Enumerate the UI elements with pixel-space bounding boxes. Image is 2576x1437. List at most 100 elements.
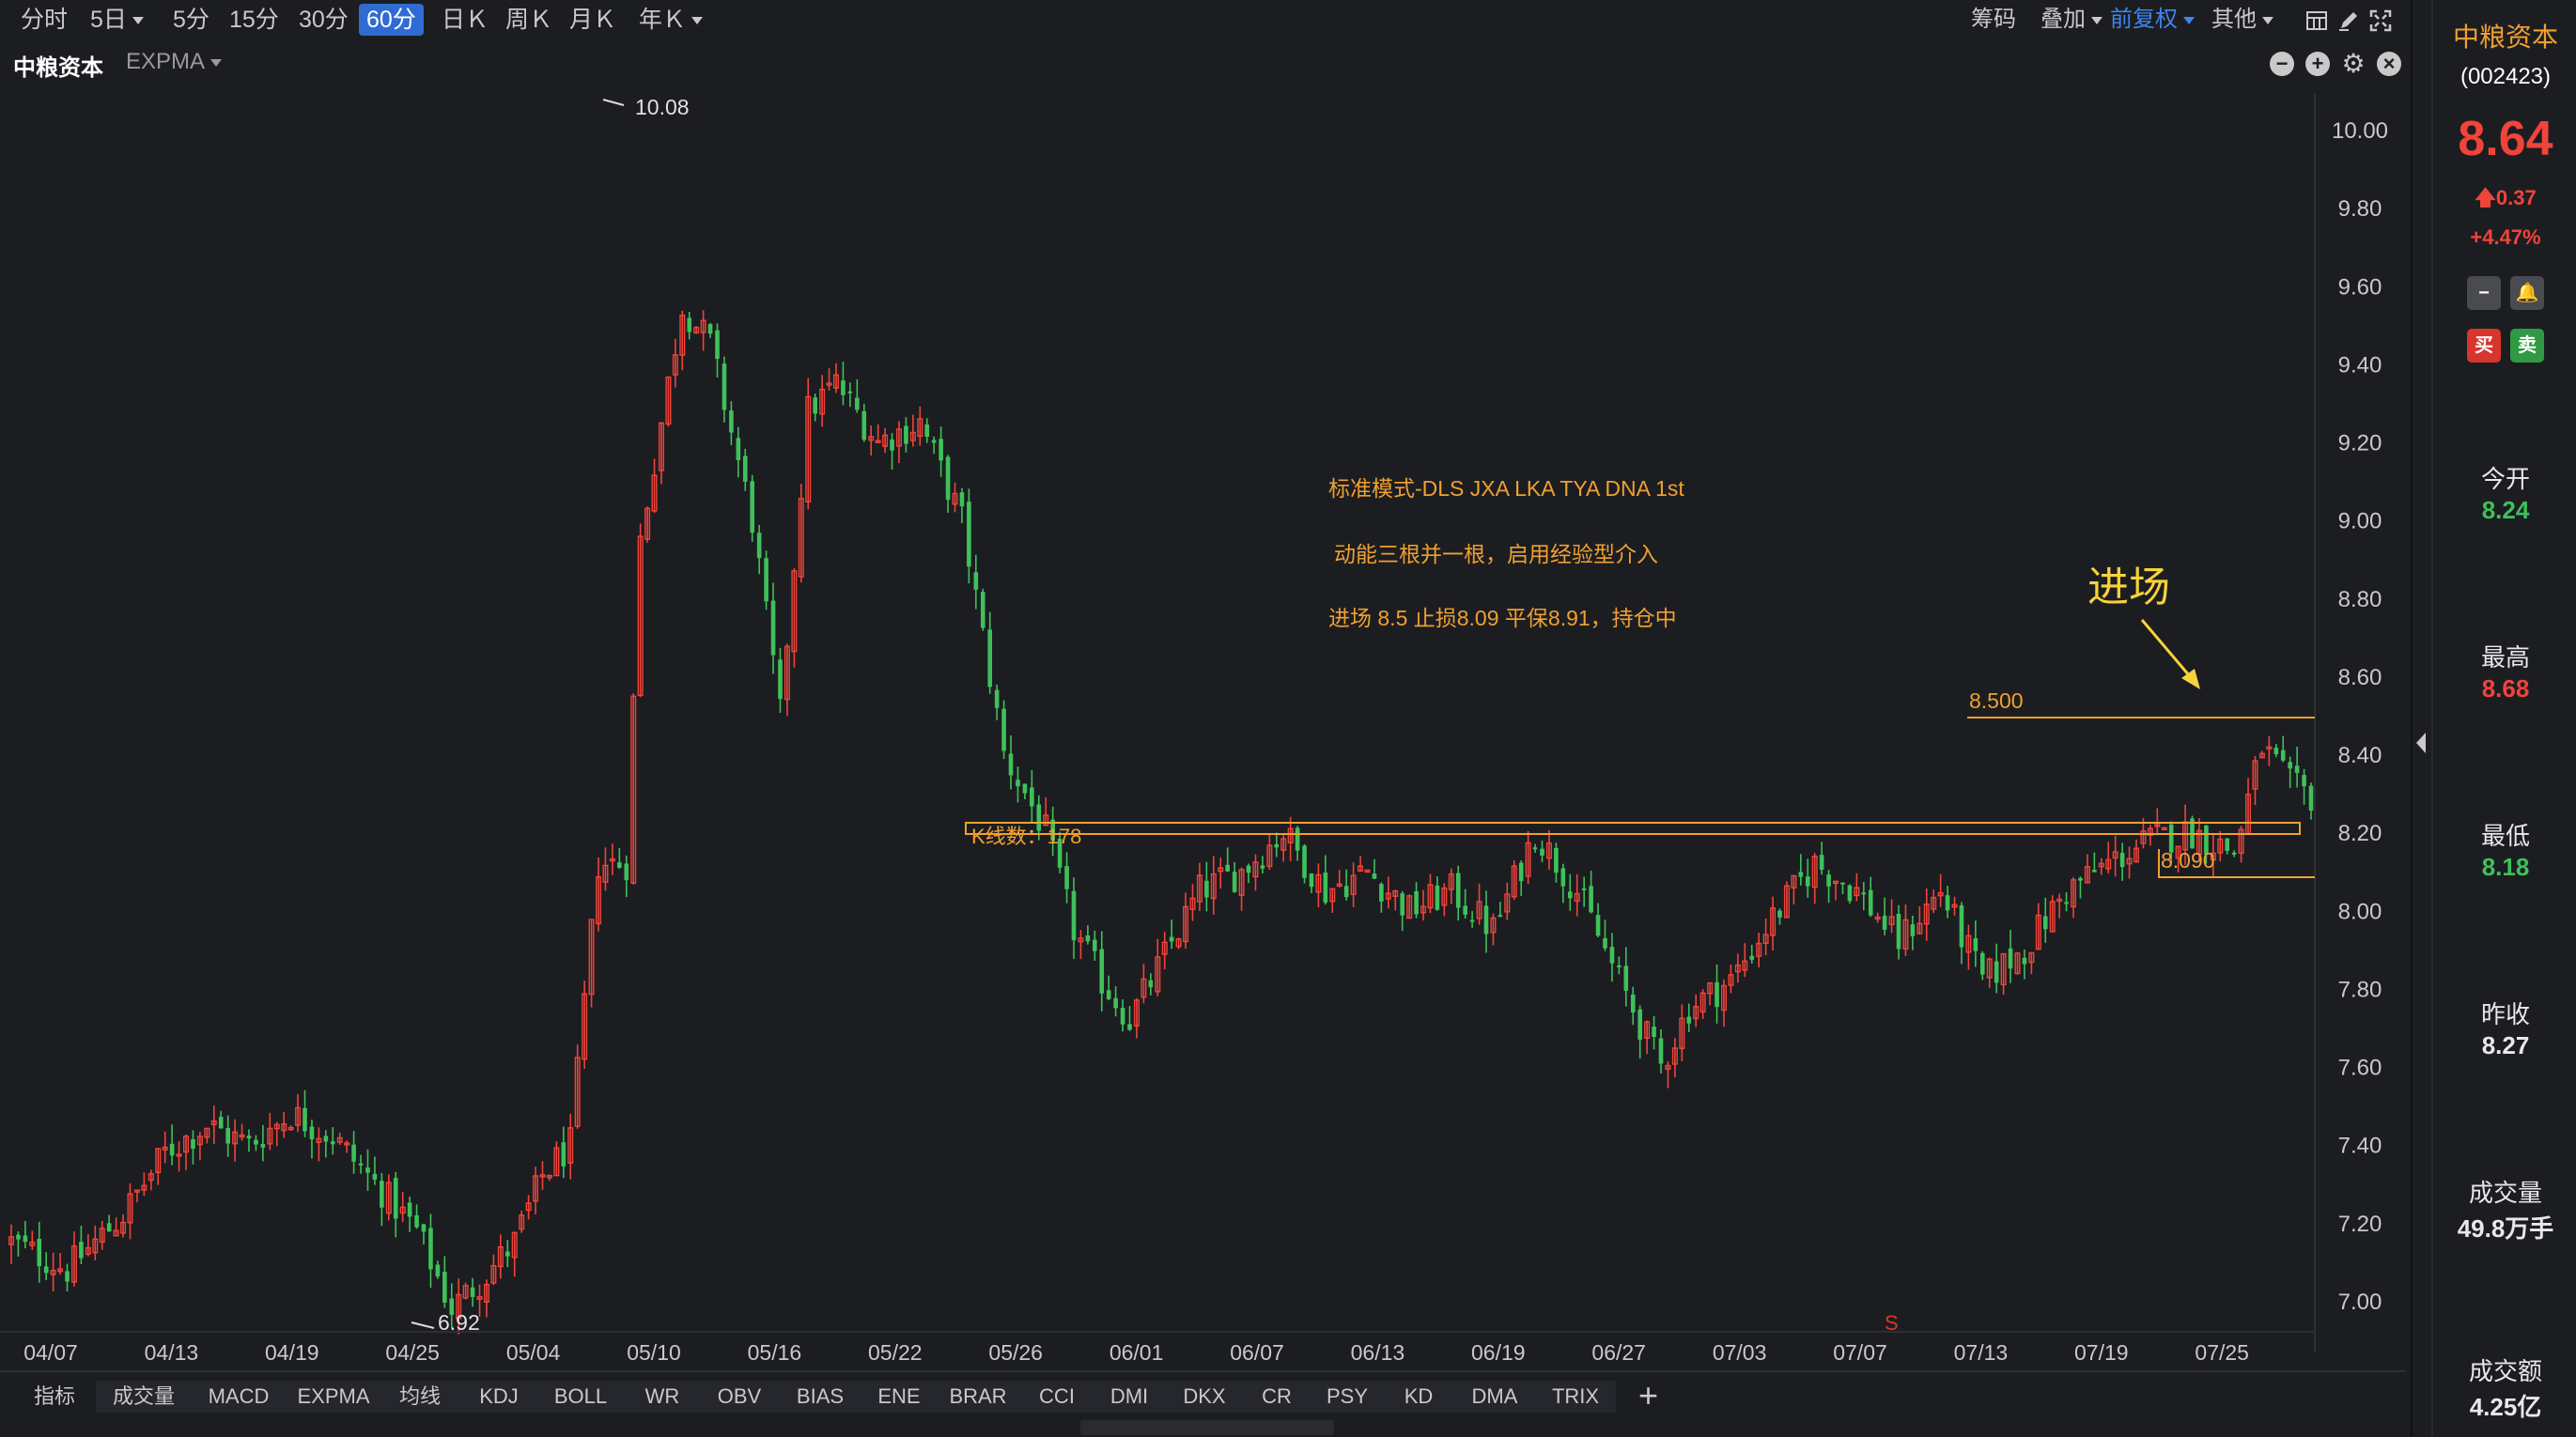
chevron-down-icon [2183,16,2195,24]
candle-body-down [504,1251,510,1257]
period-tab[interactable]: 60分 [359,4,424,36]
candle-body-down [1302,845,1307,878]
indicator-tab[interactable]: CR [1242,1381,1312,1413]
candle-body-up [2035,914,2041,950]
indicator-tab[interactable]: MACD [192,1381,287,1413]
indicator-tab[interactable]: WR [622,1381,704,1413]
x-tick-label: 05/16 [748,1340,802,1365]
indicator-tab[interactable]: 指标 [13,1381,97,1413]
period-tab[interactable]: 分时 [13,4,75,36]
other-dropdown[interactable]: 其他 [2211,4,2273,36]
candle-body-up [483,1283,489,1303]
indicator-tab[interactable]: OBV [703,1381,777,1413]
zoom-in-icon[interactable]: + [2305,52,2330,76]
indicator-tab[interactable]: PSY [1311,1381,1384,1413]
indicator-tab[interactable]: CCI [1022,1381,1093,1413]
candle-body-down [65,1271,70,1282]
indicator-tab[interactable]: DMI [1092,1381,1168,1413]
indicator-tab[interactable]: BIAS [776,1381,865,1413]
candle-body-up [1665,1064,1671,1071]
candle-body-up [1392,890,1399,897]
indicator-tab[interactable]: KDJ [458,1381,540,1413]
add-indicator-icon[interactable]: + [1638,1376,1659,1414]
candle-body-down [1567,891,1573,899]
x-tick-label: 06/07 [1230,1340,1284,1365]
y-tick-label: 9.20 [2338,431,2382,456]
period-tab[interactable]: 15分 [222,4,287,36]
candle-body-up [651,474,658,512]
candle-body-down [2064,902,2069,904]
indicator-tab[interactable]: DMA [1454,1381,1536,1413]
buy-button[interactable]: 买 [2467,329,2501,363]
candle-body-down [1581,888,1587,890]
candle-body-up [596,875,602,925]
indicator-tab[interactable]: EXPMA [286,1381,382,1413]
consolidation-box [965,822,2301,835]
candle-body-up [1133,999,1140,1027]
indicator-tab[interactable]: BOLL [539,1381,623,1413]
candle-body-down [939,439,943,461]
indicator-tab[interactable]: BRAR [934,1381,1023,1413]
candle-body-up [50,1270,56,1275]
overlay-label: 叠加 [2041,7,2086,32]
candle-body-up [588,919,595,996]
candle-body-down [2204,825,2209,855]
indicator-tab[interactable]: 均线 [381,1381,459,1413]
period-tab[interactable]: 5日 [83,4,151,36]
chart-scroll-handle[interactable] [1080,1420,1334,1435]
chips-button[interactable]: 筹码 [1971,7,2016,32]
consolidation-box-label: K线数：178 [971,825,1081,848]
candle-body-up [1406,895,1413,919]
candle-body-up [2105,858,2112,870]
candle-body-up [672,354,678,376]
period-tab[interactable]: 5分 [165,4,217,36]
y-tick-label: 7.20 [2338,1212,2382,1237]
period-tab-label: 30分 [299,7,349,33]
remove-watchlist-button[interactable]: − [2467,276,2501,310]
settings-gear-icon[interactable]: ⚙ [2341,49,2366,78]
candle-body-down [1798,872,1804,877]
indicator-dropdown[interactable]: EXPMA [126,49,223,75]
chevron-down-icon [132,17,144,25]
candle-body-down [1379,884,1384,902]
candle-body-down [16,1234,21,1240]
close-icon[interactable]: × [2377,52,2401,76]
overlay-dropdown[interactable]: 叠加 [2041,4,2103,36]
collapse-arrow-icon[interactable] [2416,733,2426,753]
grid-layout-icon[interactable] [2305,9,2328,32]
period-tab[interactable]: 年Ｋ [631,4,710,36]
fullscreen-icon[interactable] [2369,9,2392,32]
adjust-dropdown[interactable]: 前复权 [2110,4,2195,36]
price-change-pct: +4.47% [2470,225,2541,249]
candle-body-up [909,431,916,441]
candle-body-down [1979,952,1985,975]
candlestick-chart[interactable]: 10.00 9.80 9.60 9.40 9.20 9.00 8.80 8.60 8.40 8.2… [0,83,2414,1374]
candle-body-down [1540,848,1544,856]
candle-body-up [476,1295,483,1300]
candle-body-up [232,1131,239,1145]
candle-body-down [380,1181,384,1208]
candle-body-up [791,570,798,653]
alert-bell-icon[interactable]: 🔔 [2510,276,2544,310]
period-tab[interactable]: 月Ｋ [562,4,624,36]
candle-body-down [351,1144,356,1162]
candle-body-down [2119,853,2125,868]
period-tab[interactable]: 日Ｋ [434,4,496,36]
sell-button[interactable]: 卖 [2510,329,2544,363]
draw-pen-icon[interactable] [2337,9,2360,32]
indicator-tab[interactable]: KD [1383,1381,1455,1413]
zoom-out-icon[interactable]: − [2270,52,2294,76]
period-tab[interactable]: 周Ｋ [498,4,560,36]
period-tab[interactable]: 30分 [291,4,356,36]
candle-body-up [2112,851,2118,859]
candle-body-up [805,395,812,503]
candle-body-down [358,1163,364,1166]
indicator-tab[interactable]: TRIX [1535,1381,1617,1413]
candle-body-down [1652,1027,1656,1037]
candle-body-up [1951,904,1958,908]
indicator-tab[interactable]: DKX [1167,1381,1243,1413]
candle-body-down [1819,855,1824,871]
candle-body-down [191,1138,195,1150]
indicator-tab[interactable]: 成交量 [96,1381,193,1413]
indicator-tab[interactable]: ENE [864,1381,935,1413]
